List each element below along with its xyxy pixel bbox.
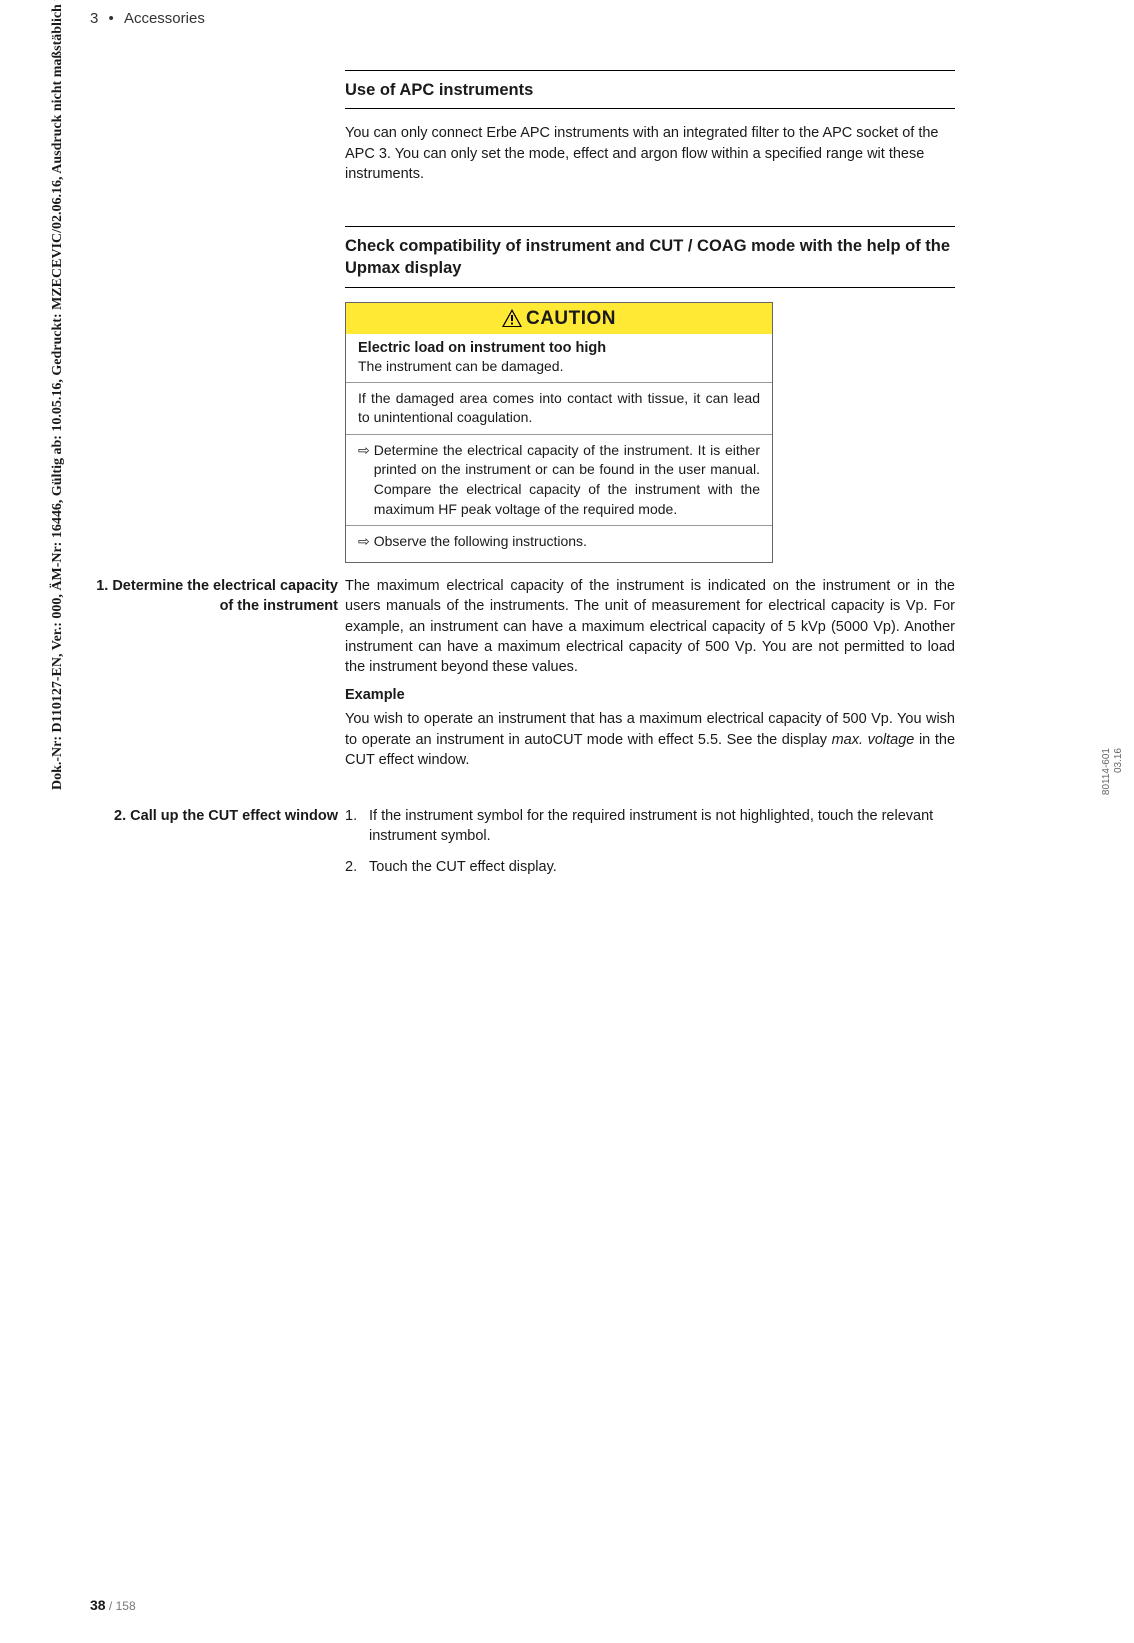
chapter-number: 3 (90, 10, 98, 27)
list-text-2: Touch the CUT effect display. (369, 857, 557, 877)
document-info-vertical: Dok.-Nr: D110127-EN, Ver.: 000, ÄM-Nr: 1… (50, 0, 66, 790)
example-label: Example (345, 687, 955, 703)
main-content: Use of APC instruments You can only conn… (345, 70, 955, 583)
warning-icon (502, 309, 522, 327)
list-item: 2. Touch the CUT effect display. (345, 857, 955, 877)
caution-arrow-text-1: Determine the electrical capacity of the… (374, 441, 760, 519)
caution-arrow-item-2: ⇨ Observe the following instructions. (358, 532, 760, 552)
arrow-icon: ⇨ (358, 441, 370, 519)
page-total: 158 (116, 1599, 136, 1613)
step2-list: 1. If the instrument symbol for the requ… (345, 806, 955, 877)
page-footer: 38 / 158 (90, 1597, 136, 1613)
caution-arrow-text-2: Observe the following instructions. (374, 532, 587, 552)
list-item: 1. If the instrument symbol for the requ… (345, 806, 955, 847)
caution-box: CAUTION Electric load on instrument too … (345, 302, 773, 563)
chapter-title: Accessories (124, 10, 205, 27)
step2-block: 1. If the instrument symbol for the requ… (345, 806, 955, 887)
caution-divider-2 (346, 434, 772, 435)
caution-line1: The instrument can be damaged. (358, 357, 760, 376)
caution-body: Electric load on instrument too high The… (346, 334, 772, 562)
chapter-separator: • (109, 10, 114, 27)
step1-body: The maximum electrical capacity of the i… (345, 576, 955, 677)
page-current: 38 (90, 1597, 106, 1613)
list-number: 2. (345, 857, 369, 877)
doc-code-1: 80114-601 (1101, 748, 1112, 795)
list-number: 1. (345, 806, 369, 847)
caution-label: CAUTION (526, 308, 616, 329)
doc-code-2: 03.16 (1113, 748, 1124, 773)
section-heading-apc: Use of APC instruments (345, 70, 955, 109)
section-heading-compat: Check compatibility of instrument and CU… (345, 226, 955, 288)
section-body-apc: You can only connect Erbe APC instrument… (345, 123, 955, 184)
step1-block: The maximum electrical capacity of the i… (345, 576, 955, 780)
caution-p1: If the damaged area comes into contact w… (358, 389, 760, 428)
caution-header: CAUTION (346, 303, 772, 334)
page-header: 3 • Accessories (90, 10, 205, 27)
list-text-1: If the instrument symbol for the require… (369, 806, 955, 847)
document-code-vertical: 80114-601 03.16 (1101, 748, 1125, 795)
caution-divider-1 (346, 382, 772, 383)
arrow-icon: ⇨ (358, 532, 370, 552)
page-sep: / (106, 1599, 116, 1613)
caution-divider-3 (346, 525, 772, 526)
step1-label: 1. Determine the electrical capacity of … (88, 576, 338, 617)
example-body: You wish to operate an instrument that h… (345, 709, 955, 770)
caution-title: Electric load on instrument too high (358, 340, 760, 356)
step2-label: 2. Call up the CUT effect window (88, 806, 338, 826)
caution-arrow-item-1: ⇨ Determine the electrical capacity of t… (358, 441, 760, 519)
example-body-italic: max. voltage (832, 732, 915, 748)
